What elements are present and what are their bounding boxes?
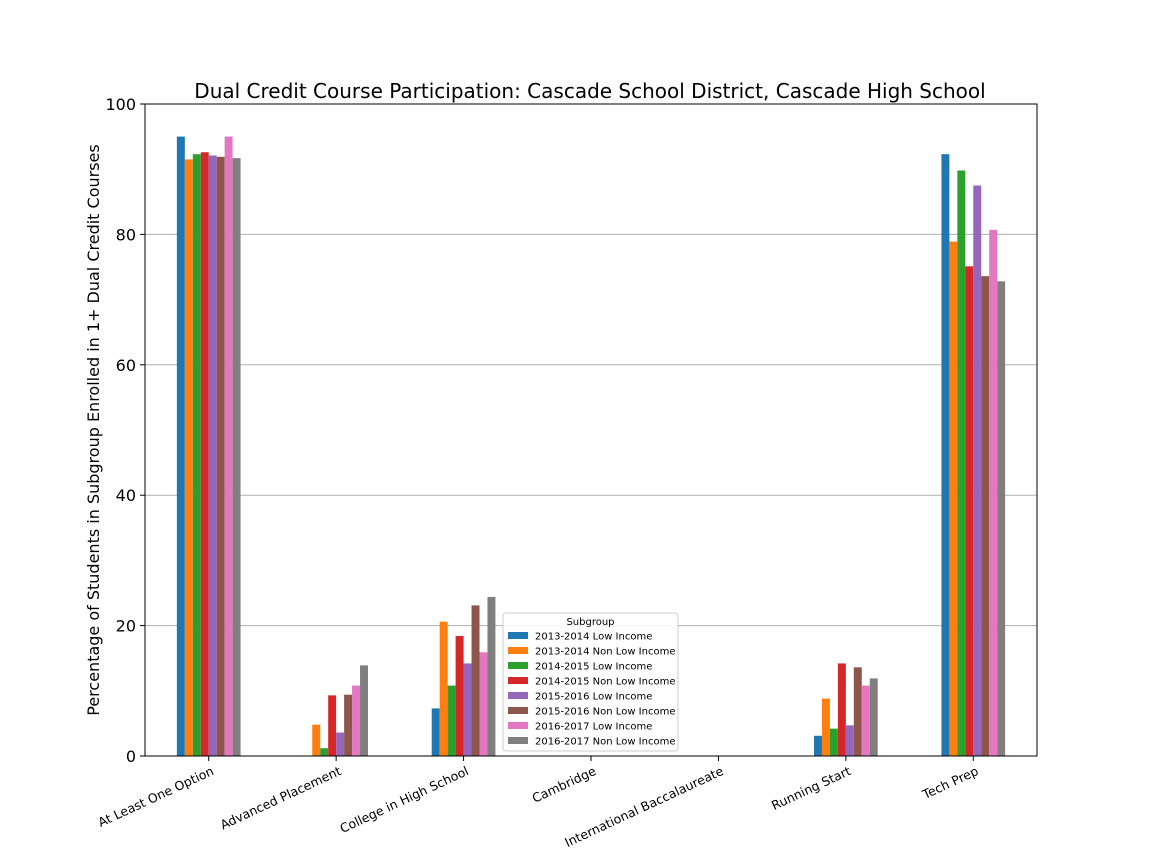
series-3: [192, 154, 966, 756]
y-tick-label: 60: [116, 356, 136, 375]
bar: [463, 663, 472, 756]
legend-title: Subgroup: [566, 617, 614, 628]
legend-entry-label: 2014-2015 Non Low Income: [535, 677, 675, 688]
series-4: [200, 152, 974, 756]
bar: [941, 154, 950, 756]
bar: [853, 667, 862, 756]
bar: [431, 708, 440, 756]
bars: [176, 136, 1006, 757]
bar: [965, 266, 974, 756]
bar: [216, 156, 225, 756]
bar: [312, 724, 321, 756]
bar: [224, 136, 233, 757]
x-tick-label: College in High School: [337, 763, 470, 836]
bar: [344, 694, 353, 756]
legend-entry-label: 2014-2015 Low Income: [535, 662, 652, 673]
bar: [176, 136, 185, 757]
x-tick-label: Tech Prep: [919, 763, 980, 802]
x-tick-label: Cambridge: [530, 763, 599, 806]
legend-swatch: [508, 707, 528, 714]
chart-title: Dual Credit Course Participation: Cascad…: [194, 79, 985, 103]
bar: [814, 735, 822, 756]
bar: [487, 596, 496, 756]
x-axis-ticks: At Least One Option Advanced PlacementCol…: [96, 756, 981, 850]
series-1: [176, 136, 950, 757]
legend-entry-label: 2013-2014 Low Income: [535, 632, 652, 643]
bar: [184, 159, 193, 757]
bar: [352, 685, 361, 756]
bar: [949, 241, 958, 756]
bar: [200, 152, 209, 756]
series-7: [224, 136, 998, 757]
y-tick-label: 20: [116, 617, 136, 636]
legend-swatch: [508, 722, 528, 729]
legend-entry-label: 2016-2017 Low Income: [535, 722, 652, 733]
bar: [957, 170, 966, 756]
bar: [455, 636, 464, 756]
series-8: [232, 158, 1006, 756]
series-5: [208, 155, 982, 756]
bar: [320, 748, 329, 756]
y-axis-label: Percentage of Students in Subgroup Enrol…: [84, 144, 103, 715]
y-tick-label: 100: [105, 95, 136, 114]
legend-entry-label: 2015-2016 Non Low Income: [535, 707, 675, 718]
bar: [869, 678, 878, 756]
y-tick-label: 40: [116, 486, 136, 505]
bar: [192, 154, 201, 756]
legend-swatch: [508, 692, 528, 699]
legend-swatch: [508, 632, 528, 639]
legend-entry-label: 2016-2017 Non Low Income: [535, 737, 675, 748]
y-tick-label: 80: [116, 225, 136, 244]
bar: [479, 652, 488, 756]
legend-swatch: [508, 647, 528, 654]
bar: [821, 698, 830, 756]
bar: [208, 155, 217, 756]
bar: [981, 276, 990, 756]
x-tick-label: Running Start: [769, 763, 853, 813]
legend-entry-label: 2015-2016 Low Income: [535, 692, 652, 703]
legend-swatch: [508, 737, 528, 744]
bar: [447, 685, 456, 756]
bar: [471, 605, 480, 756]
bar: [861, 685, 870, 756]
x-tick-label: Advanced Placement: [218, 763, 344, 832]
bar: [837, 663, 846, 756]
y-tick-label: 0: [126, 747, 136, 766]
series-2: [184, 159, 958, 757]
bar: [336, 732, 345, 756]
bar: [360, 665, 368, 756]
bar: [845, 725, 854, 756]
legend-box: [502, 612, 679, 752]
legend-swatch: [508, 677, 528, 684]
y-axis-ticks: 0 20 40 60 80 100: [105, 95, 145, 766]
bar: [439, 621, 448, 756]
x-tick-label: At Least One Option: [96, 763, 216, 830]
legend: Subgroup 2013-2014 Low Income 2013-2014 No…: [502, 612, 679, 752]
bar: [989, 229, 998, 757]
legend-entry-label: 2013-2014 Non Low Income: [535, 647, 675, 658]
bar: [328, 695, 337, 756]
series-6: [216, 156, 990, 756]
bar: [829, 728, 838, 756]
bar: [973, 185, 982, 756]
bar: [232, 158, 241, 756]
legend-swatch: [508, 662, 528, 669]
bar: [997, 281, 1006, 756]
